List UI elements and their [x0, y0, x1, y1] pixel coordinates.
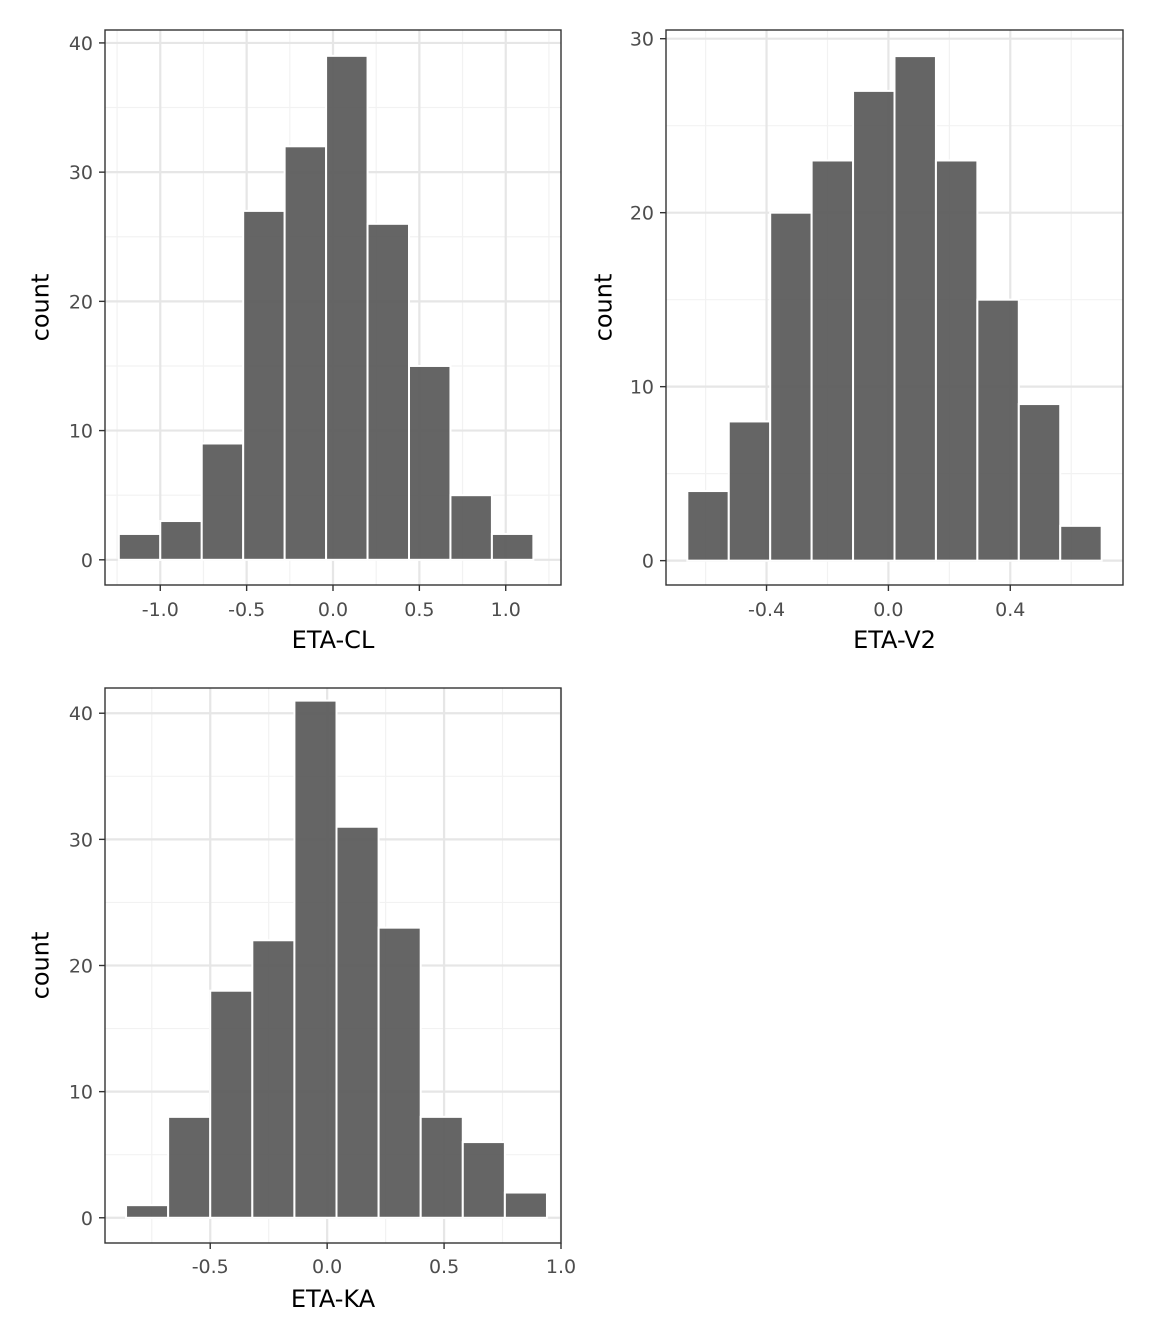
- y-tick-label: 10: [69, 1082, 93, 1104]
- y-axis-title: count: [26, 932, 54, 1000]
- histogram-bar: [1017, 403, 1062, 562]
- histogram-bar: [325, 54, 369, 561]
- histogram-bar: [686, 490, 730, 562]
- x-tick-label: 0.5: [404, 599, 434, 621]
- y-tick-label: 20: [69, 956, 93, 978]
- panel-border: [665, 29, 1124, 586]
- x-axis-title: ETA-CL: [292, 626, 375, 654]
- histogram-panel-2: -0.4 0.0 0.4 0 10 20 30 ETA-V2 count: [589, 29, 1124, 654]
- y-tick-label: 0: [642, 551, 654, 573]
- y-tick-label: 30: [630, 29, 654, 51]
- histogram-panel-1: -1.0 -0.5 0.0 0.5 1.0 0 10 20 30 40 ETA-CL count: [26, 29, 562, 654]
- histogram-bar: [293, 699, 338, 1219]
- histogram-bar: [449, 494, 493, 561]
- x-tick-label: 0.0: [312, 1256, 342, 1278]
- y-tick-label: 20: [630, 203, 654, 225]
- histogram-bar: [366, 222, 410, 561]
- x-tick-label: 0.4: [995, 599, 1025, 621]
- y-tick-label: 0: [81, 1208, 93, 1230]
- y-tick-label: 40: [69, 703, 93, 725]
- y-tick-label: 0: [81, 550, 93, 572]
- y-tick-label: 10: [630, 377, 654, 399]
- x-axis-title: ETA-V2: [853, 626, 936, 654]
- histogram-bar: [377, 926, 422, 1219]
- x-tick-label: 0.0: [873, 599, 903, 621]
- histogram-bar: [419, 1115, 464, 1219]
- y-tick-label: 40: [69, 33, 93, 55]
- histogram-bar: [159, 520, 203, 561]
- y-tick-label: 30: [69, 829, 93, 851]
- histogram-bar: [727, 420, 772, 562]
- histogram-bar: [893, 55, 937, 562]
- y-tick-label: 20: [69, 291, 93, 313]
- histogram-bar: [408, 364, 452, 561]
- histogram-bar: [810, 159, 855, 562]
- histogram-bar: [503, 1191, 548, 1219]
- y-tick-label: 10: [69, 421, 93, 443]
- histogram-bar: [852, 89, 896, 562]
- histogram-bar: [117, 532, 162, 561]
- x-axis-title: ETA-KA: [291, 1285, 376, 1313]
- x-tick-label: 0.5: [429, 1256, 459, 1278]
- x-tick-label: 1.0: [546, 1256, 576, 1278]
- histogram-bar: [167, 1115, 212, 1219]
- histogram-bar: [209, 989, 254, 1219]
- histogram-bar: [200, 442, 245, 561]
- histogram-panel-3: -0.5 0.0 0.5 1.0 0 10 20 30 40 ETA-KA count: [26, 687, 576, 1313]
- x-tick-label: -1.0: [142, 599, 179, 621]
- x-tick-label: 0.0: [318, 599, 348, 621]
- histogram-bar: [283, 145, 328, 561]
- histogram-bar: [242, 209, 286, 561]
- histogram-bar: [769, 211, 813, 562]
- histogram-bar: [934, 159, 979, 562]
- histogram-bar: [335, 825, 380, 1219]
- x-tick-label: 1.0: [491, 599, 521, 621]
- histogram-bar: [1059, 524, 1103, 562]
- histogram-bar: [251, 939, 296, 1219]
- y-tick-label: 30: [69, 162, 93, 184]
- x-tick-label: -0.5: [192, 1256, 229, 1278]
- histogram-bar: [125, 1204, 170, 1219]
- x-tick-label: -0.4: [748, 599, 785, 621]
- histogram-bar: [976, 298, 1020, 562]
- y-axis-title: count: [589, 274, 617, 342]
- x-tick-label: -0.5: [228, 599, 265, 621]
- y-axis-title: count: [26, 274, 54, 342]
- histogram-bar: [490, 532, 535, 561]
- histogram-bar: [461, 1141, 506, 1219]
